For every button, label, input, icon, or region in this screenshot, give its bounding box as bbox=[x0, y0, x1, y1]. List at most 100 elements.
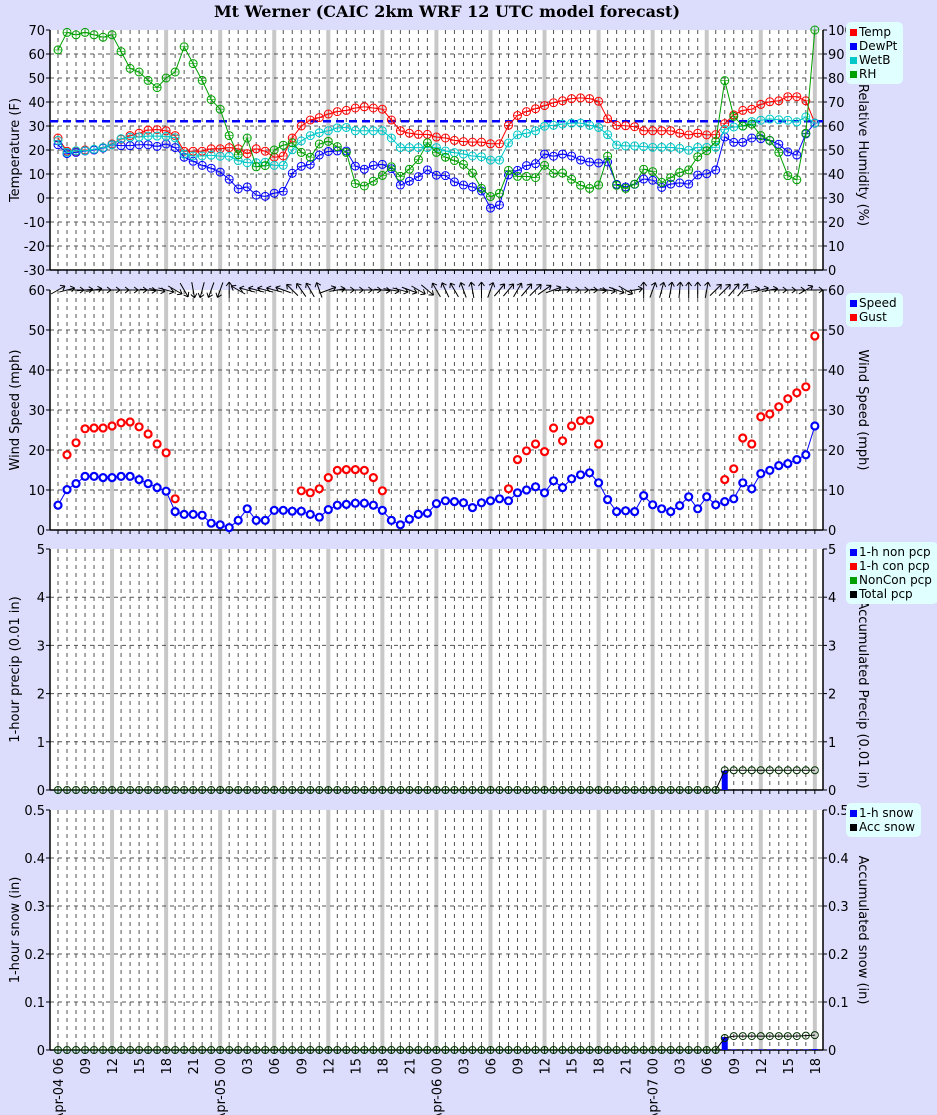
point-cross bbox=[315, 113, 324, 122]
point-cross bbox=[396, 786, 404, 794]
arrow-icon bbox=[694, 281, 702, 298]
arrow-icon bbox=[649, 282, 658, 298]
point-gust bbox=[116, 418, 126, 428]
y-tick-label: -20 bbox=[24, 240, 45, 255]
wind-direction-arrow bbox=[431, 282, 441, 298]
point-cross bbox=[549, 169, 558, 178]
point-gust bbox=[593, 439, 604, 449]
point-cross bbox=[135, 786, 143, 794]
point-cross bbox=[297, 148, 306, 157]
point-cross bbox=[504, 121, 513, 130]
point-gust bbox=[296, 486, 306, 496]
y-tick-label: 70 bbox=[28, 24, 45, 39]
point-cross bbox=[486, 156, 495, 165]
y-tick-label-right: 0.4 bbox=[828, 852, 849, 867]
point-cross bbox=[513, 111, 522, 120]
point-cross bbox=[765, 97, 774, 106]
legend-swatch bbox=[850, 314, 857, 321]
point-cross bbox=[387, 786, 395, 794]
point-cross bbox=[216, 786, 224, 794]
point-cross bbox=[694, 1046, 702, 1054]
arrow-icon bbox=[179, 282, 190, 298]
point-cross bbox=[621, 121, 630, 130]
wind-direction-arrow bbox=[694, 281, 702, 298]
point-cross bbox=[270, 786, 278, 794]
y-tick-label: 4 bbox=[37, 591, 45, 606]
point-gust bbox=[774, 402, 784, 412]
point-gust bbox=[765, 409, 775, 419]
x-tick-label: Apr-06 00 bbox=[430, 1058, 445, 1115]
point-cross bbox=[459, 181, 468, 190]
point-cross bbox=[387, 1046, 395, 1054]
point-cross bbox=[540, 101, 549, 110]
point-cross bbox=[135, 140, 144, 149]
y-axis-title-right: Accumulated Precip (0.01 in) bbox=[855, 600, 870, 788]
y-tick-label: 40 bbox=[28, 96, 45, 111]
point-cross bbox=[81, 146, 90, 155]
arrow-icon bbox=[468, 281, 476, 298]
point-speed bbox=[684, 492, 694, 502]
point-cross bbox=[414, 130, 423, 139]
y-tick-label-right: 40 bbox=[828, 364, 845, 379]
point-cross bbox=[577, 786, 585, 794]
point-cross bbox=[657, 143, 666, 152]
point-gust bbox=[341, 465, 351, 475]
point-cross bbox=[774, 148, 783, 157]
point-speed bbox=[422, 508, 433, 518]
point-cross bbox=[99, 1046, 107, 1054]
point-cross bbox=[459, 137, 468, 146]
point-cross bbox=[667, 786, 675, 794]
point-cross bbox=[630, 180, 639, 189]
point-cross bbox=[685, 786, 693, 794]
point-cross bbox=[198, 76, 207, 85]
point-gust bbox=[810, 331, 820, 341]
point-cross bbox=[792, 117, 801, 126]
point-speed bbox=[98, 473, 108, 483]
point-cross bbox=[685, 1046, 693, 1054]
arrow-icon bbox=[167, 285, 183, 296]
point-cross bbox=[162, 1046, 170, 1054]
point-cross bbox=[783, 147, 792, 156]
point-cross bbox=[666, 126, 675, 135]
y-tick-label: 20 bbox=[28, 144, 45, 159]
point-cross bbox=[324, 147, 333, 156]
point-speed bbox=[657, 504, 667, 514]
y-tick-label-right: 60 bbox=[828, 284, 845, 299]
point-cross bbox=[225, 143, 234, 152]
wind-direction-arrow bbox=[704, 281, 711, 298]
point-cross bbox=[369, 126, 378, 135]
point-cross bbox=[468, 1046, 476, 1054]
point-cross bbox=[333, 107, 342, 116]
point-cross bbox=[405, 143, 414, 152]
point-cross bbox=[765, 136, 774, 145]
legend-item-temp: Temp bbox=[850, 25, 897, 39]
point-cross bbox=[621, 184, 630, 193]
point-cross bbox=[90, 145, 99, 154]
point-cross bbox=[153, 83, 162, 92]
y-tick-label: 0.4 bbox=[24, 852, 45, 867]
wind-direction-arrow bbox=[190, 282, 198, 299]
point-gust bbox=[89, 423, 99, 433]
point-cross bbox=[675, 178, 684, 187]
point-cross bbox=[522, 161, 531, 170]
wind-direction-arrow bbox=[401, 286, 418, 295]
point-cross bbox=[613, 786, 621, 794]
point-speed bbox=[485, 496, 496, 506]
point-cross bbox=[703, 1046, 711, 1054]
arrow-icon bbox=[537, 284, 552, 295]
point-cross bbox=[378, 171, 387, 180]
point-speed bbox=[224, 522, 234, 533]
point-cross bbox=[279, 152, 288, 160]
point-cross bbox=[252, 191, 261, 200]
point-total-pcp bbox=[801, 766, 810, 775]
point-speed bbox=[774, 461, 784, 471]
y-tick-label: 0 bbox=[37, 192, 45, 207]
point-cross bbox=[576, 181, 585, 190]
point-speed bbox=[621, 506, 631, 516]
wind-direction-arrow bbox=[158, 287, 175, 295]
point-cross bbox=[513, 172, 522, 181]
point-speed bbox=[476, 498, 487, 508]
point-cross bbox=[351, 1046, 359, 1054]
arrow-icon bbox=[286, 283, 299, 297]
point-cross bbox=[432, 148, 441, 157]
